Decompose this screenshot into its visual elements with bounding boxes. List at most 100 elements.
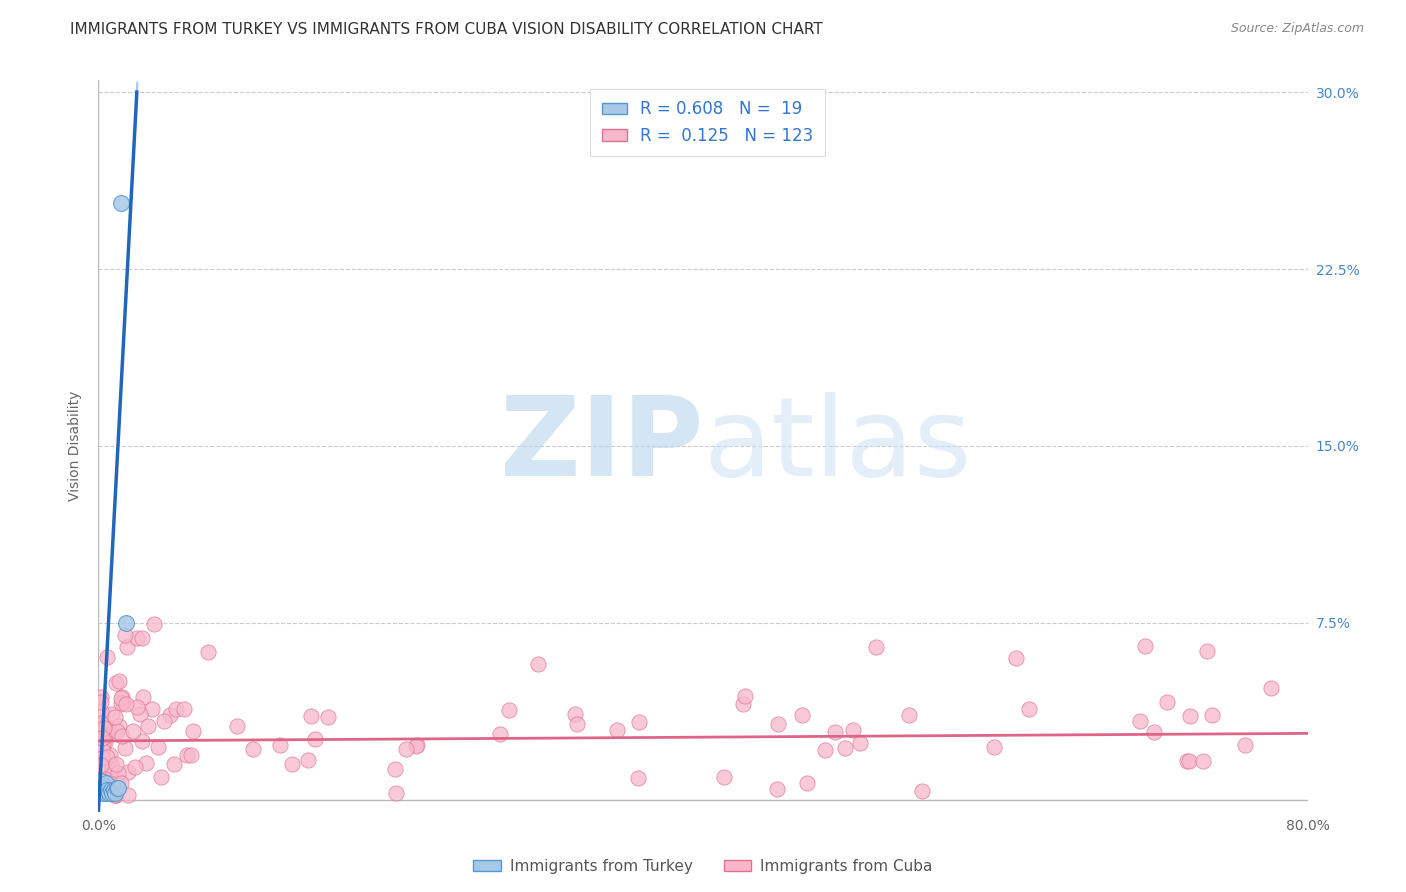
Point bbox=[498, 703, 520, 717]
Point bbox=[110, 696, 132, 710]
Point bbox=[114, 628, 136, 642]
Point bbox=[627, 772, 650, 786]
Point bbox=[1018, 701, 1040, 715]
Point bbox=[90, 743, 112, 757]
Text: atlas: atlas bbox=[703, 392, 972, 500]
Point bbox=[90, 783, 112, 797]
Point bbox=[89, 781, 111, 796]
Point bbox=[983, 739, 1005, 754]
Point bbox=[93, 722, 115, 736]
Point bbox=[90, 758, 112, 772]
Point bbox=[865, 640, 887, 654]
Point bbox=[91, 731, 114, 745]
Point bbox=[226, 719, 249, 733]
Point bbox=[90, 696, 112, 710]
Point bbox=[395, 742, 418, 756]
Point bbox=[143, 617, 166, 632]
Point bbox=[105, 781, 128, 796]
Point bbox=[94, 735, 117, 749]
Point bbox=[146, 739, 169, 754]
Point bbox=[94, 776, 117, 790]
Point bbox=[180, 748, 202, 763]
Point bbox=[1156, 695, 1178, 709]
Point bbox=[96, 783, 118, 797]
Point bbox=[104, 788, 127, 802]
Point bbox=[765, 782, 787, 797]
Text: Source: ZipAtlas.com: Source: ZipAtlas.com bbox=[1230, 22, 1364, 36]
Point bbox=[1135, 640, 1157, 654]
Point bbox=[897, 707, 920, 722]
Point bbox=[131, 631, 153, 645]
Point bbox=[197, 645, 219, 659]
Point bbox=[405, 739, 427, 753]
Point bbox=[1178, 708, 1201, 723]
Point bbox=[316, 710, 339, 724]
Point bbox=[141, 702, 163, 716]
Text: ZIP: ZIP bbox=[499, 392, 703, 500]
Point bbox=[90, 723, 112, 738]
Y-axis label: Vision Disability: Vision Disability bbox=[69, 391, 83, 501]
Point bbox=[111, 690, 134, 704]
Point bbox=[104, 709, 127, 723]
Point bbox=[98, 723, 121, 737]
Point bbox=[90, 704, 112, 718]
Point bbox=[713, 770, 735, 784]
Point bbox=[1129, 714, 1152, 728]
Point bbox=[1234, 738, 1257, 752]
Point bbox=[90, 690, 112, 704]
Point bbox=[124, 760, 146, 774]
Point bbox=[110, 691, 132, 706]
Point bbox=[90, 751, 112, 765]
Point bbox=[564, 706, 586, 721]
Point bbox=[297, 753, 319, 767]
Point bbox=[108, 719, 131, 733]
Point bbox=[834, 740, 856, 755]
Point bbox=[1143, 724, 1166, 739]
Point bbox=[91, 737, 114, 751]
Point bbox=[127, 632, 149, 646]
Point bbox=[790, 708, 813, 723]
Point bbox=[94, 728, 117, 742]
Point bbox=[731, 698, 754, 712]
Point bbox=[269, 738, 291, 752]
Point bbox=[91, 786, 114, 800]
Point bbox=[159, 708, 181, 723]
Text: IMMIGRANTS FROM TURKEY VS IMMIGRANTS FROM CUBA VISION DISABILITY CORRELATION CHA: IMMIGRANTS FROM TURKEY VS IMMIGRANTS FRO… bbox=[70, 22, 823, 37]
Point bbox=[101, 707, 124, 722]
Point bbox=[176, 747, 198, 762]
Point bbox=[165, 702, 187, 716]
Point bbox=[565, 717, 588, 731]
Point bbox=[163, 757, 186, 772]
Point bbox=[93, 783, 115, 797]
Point bbox=[299, 709, 322, 723]
Point bbox=[93, 781, 115, 796]
Point bbox=[1178, 754, 1201, 768]
Point bbox=[111, 696, 134, 710]
Point bbox=[98, 786, 121, 800]
Point bbox=[181, 724, 204, 739]
Point bbox=[766, 716, 789, 731]
Point bbox=[107, 766, 129, 780]
Point bbox=[91, 720, 114, 734]
Point bbox=[101, 786, 124, 800]
Point bbox=[281, 756, 304, 771]
Point bbox=[91, 779, 114, 793]
Point bbox=[149, 770, 172, 784]
Point bbox=[104, 786, 127, 800]
Point bbox=[101, 762, 124, 776]
Point bbox=[96, 650, 118, 665]
Point bbox=[385, 786, 408, 800]
Point bbox=[125, 699, 148, 714]
Point bbox=[98, 747, 121, 762]
Point bbox=[103, 783, 125, 797]
Point bbox=[107, 778, 129, 792]
Point bbox=[110, 196, 132, 211]
Point bbox=[1004, 651, 1026, 665]
Point bbox=[824, 724, 846, 739]
Point bbox=[1195, 644, 1218, 658]
Point bbox=[131, 733, 153, 747]
Point bbox=[94, 786, 117, 800]
Point bbox=[796, 775, 818, 789]
Point bbox=[114, 615, 136, 630]
Point bbox=[114, 740, 136, 755]
